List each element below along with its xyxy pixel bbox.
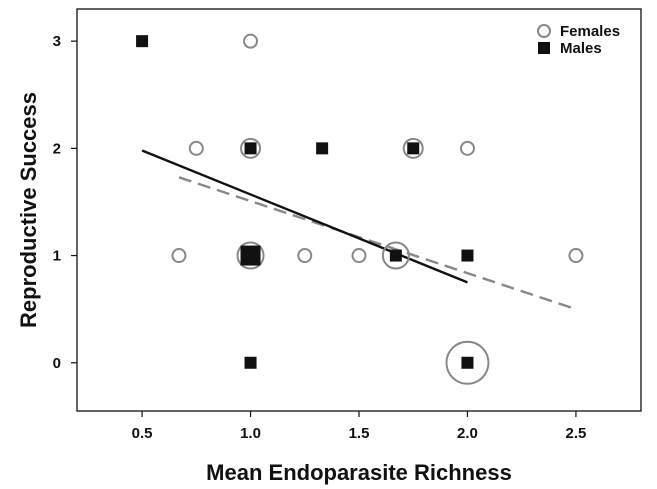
- female-point: [297, 248, 313, 264]
- male-point: [407, 142, 420, 155]
- female-point: [459, 140, 475, 156]
- x-tick-label: 2.0: [457, 425, 478, 442]
- male-point: [461, 356, 474, 369]
- female-point: [171, 248, 187, 264]
- x-axis-title: Mean Endoparasite Richness: [206, 460, 512, 485]
- trend-line-females: [178, 176, 577, 311]
- female-point: [351, 248, 367, 264]
- legend-label: Males: [560, 40, 602, 57]
- legend-label: Females: [560, 23, 620, 40]
- legend-marker-males: [538, 42, 550, 54]
- female-point: [188, 140, 204, 156]
- y-tick-label: 0: [53, 355, 61, 372]
- male-point: [316, 142, 329, 155]
- female-point: [445, 340, 490, 385]
- trend-line-males: [141, 149, 468, 284]
- x-tick-label: 1.0: [240, 425, 261, 442]
- male-point: [389, 249, 402, 262]
- y-axis-title: Reproductive Success: [16, 92, 41, 328]
- x-tick-label: 1.5: [349, 425, 370, 442]
- x-tick-label: 0.5: [132, 425, 153, 442]
- male-point: [461, 249, 474, 262]
- x-tick-label: 2.5: [565, 425, 586, 442]
- plot-frame: [76, 8, 642, 412]
- y-tick-label: 3: [53, 33, 61, 50]
- female-point: [568, 248, 584, 264]
- female-point: [381, 241, 410, 270]
- female-point: [236, 241, 265, 270]
- male-point: [244, 142, 257, 155]
- female-point: [402, 137, 424, 159]
- female-point: [240, 137, 262, 159]
- y-tick-label: 1: [53, 248, 61, 265]
- y-tick-label: 2: [53, 140, 61, 157]
- male-point: [240, 245, 261, 266]
- axis-ticks: 0.5 1.0 1.5 2.0 2.5 0 1 2 3: [53, 33, 587, 442]
- legend-marker-females: [537, 24, 551, 38]
- male-point: [244, 356, 257, 369]
- female-point: [243, 33, 259, 49]
- data-points: [136, 33, 584, 385]
- male-point: [136, 35, 149, 48]
- trend-lines: [141, 149, 577, 311]
